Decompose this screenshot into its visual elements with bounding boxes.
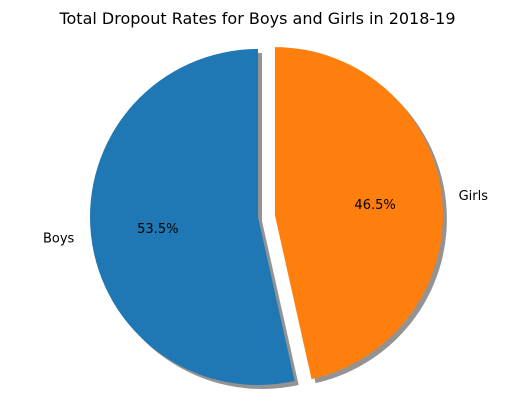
chart-title: Total Dropout Rates for Boys and Girls i… xyxy=(58,9,455,28)
label-layer: Boys 53.5% Girls 46.5% xyxy=(43,189,488,246)
slice-label-boys: Boys xyxy=(43,231,75,246)
pie-slice-boys xyxy=(89,49,295,386)
pie-slice-girls xyxy=(274,47,443,380)
slice-layer xyxy=(89,47,443,386)
slice-percent-girls: 46.5% xyxy=(354,198,395,213)
slice-label-girls: Girls xyxy=(459,189,489,204)
slice-percent-boys: 53.5% xyxy=(137,222,178,237)
